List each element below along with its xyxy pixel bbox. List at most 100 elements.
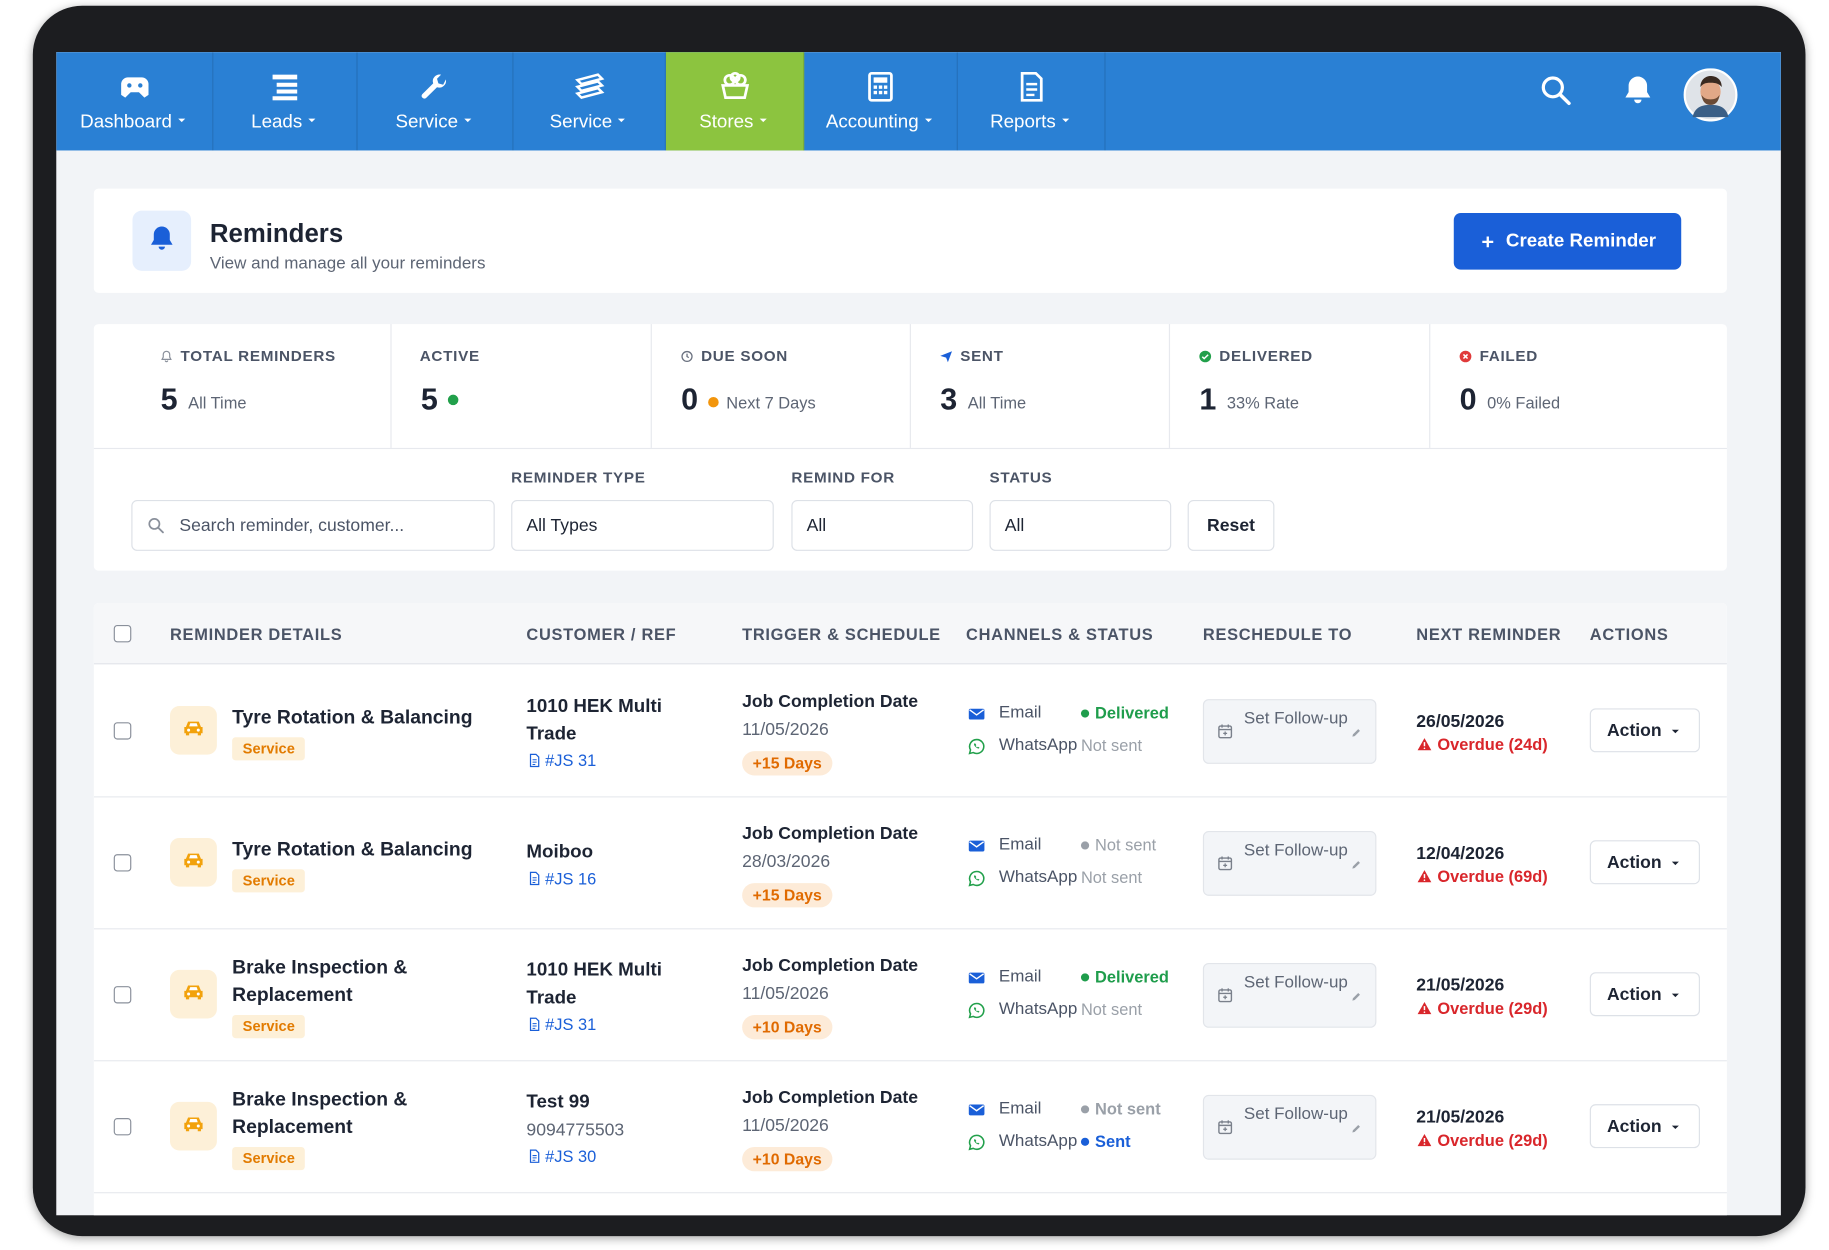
ref-row: #JS 31 [526, 751, 684, 770]
stat-note-row: Next 7 Days [708, 393, 816, 411]
avatar[interactable] [1683, 68, 1738, 127]
action-button[interactable]: Action [1589, 972, 1700, 1017]
action-button[interactable]: Action [1589, 1104, 1700, 1149]
customer-ref: 1010 HEK Multi Trade #JS 31 [526, 929, 684, 1061]
icon-shape [681, 350, 693, 362]
channel-status-row: Not sent [1081, 1000, 1142, 1019]
row-checkbox[interactable] [113, 854, 132, 872]
reschedule-box[interactable]: Set Follow-up [1202, 1094, 1377, 1160]
icon-shape [969, 973, 985, 980]
channel-icon-svg [968, 972, 985, 984]
notification-button[interactable] [1620, 73, 1655, 114]
icon-shape [883, 90, 888, 94]
row-checkbox[interactable] [113, 1118, 132, 1136]
nav-icon [267, 70, 302, 102]
nav-label: Service [395, 111, 459, 132]
action-button[interactable]: Action [1589, 840, 1700, 885]
icon-shape [1558, 92, 1571, 106]
create-reminder-button[interactable]: Create Reminder [1453, 212, 1682, 270]
table-header [93, 603, 1727, 665]
job-ref: #JS 16 [545, 869, 597, 888]
search-button[interactable] [1538, 73, 1573, 114]
action-label: Action [1606, 1116, 1662, 1136]
icon-shape [1625, 76, 1651, 104]
stat-icon-svg [1459, 350, 1472, 362]
icon-shape [974, 875, 980, 881]
calendar-icon [1216, 722, 1235, 746]
icon-shape [969, 709, 985, 716]
reminder-details: Tyre Rotation & Balancing Service [232, 666, 484, 798]
plus-icon [1479, 232, 1498, 251]
trigger-schedule: Job Completion Date 11/05/2026 +10 Days [742, 1061, 953, 1193]
reschedule-box[interactable]: Set Follow-up [1202, 699, 1377, 764]
reset-button[interactable]: Reset [1187, 499, 1275, 551]
status-dot [448, 394, 459, 406]
nav-item[interactable]: Stores [665, 52, 805, 151]
nav-item[interactable]: Service [358, 52, 514, 151]
action-button[interactable]: Action [1589, 708, 1700, 753]
edit-icon-svg [1352, 861, 1360, 869]
next-reminder: 21/05/2026 Overdue (29d) [1416, 1061, 1547, 1193]
status-dot [1080, 840, 1090, 849]
nav-item[interactable]: Accounting [804, 52, 958, 151]
customer-name: Test 99 [526, 1092, 590, 1113]
icon-shape [187, 991, 191, 995]
icon-shape [187, 1123, 191, 1127]
icon-shape [1672, 993, 1680, 998]
reminder-tag: Service [232, 736, 306, 760]
service-icon [169, 969, 217, 1019]
trigger-schedule: Job Completion Date 11/05/2026 +10 Days [742, 929, 953, 1061]
reminder-tag: Service [232, 1014, 306, 1038]
nav-label-row: Stores [699, 112, 770, 133]
icon-shape [1692, 104, 1729, 118]
nav-caret-svg [308, 118, 316, 122]
filter-select[interactable]: All Types [511, 499, 774, 551]
edit-icon [1349, 856, 1363, 877]
reschedule-box[interactable]: Set Follow-up [1202, 962, 1377, 1028]
icon-shape [686, 353, 690, 358]
icon-shape [1700, 76, 1722, 88]
tag-wrap: Service [232, 736, 484, 760]
next-date: 12/04/2026 [1416, 843, 1505, 864]
column-header: ACTIONS [1589, 624, 1669, 644]
nav-item[interactable]: Reports [958, 52, 1106, 151]
filter-select[interactable]: All [989, 499, 1172, 551]
reminder-tag: Service [232, 868, 306, 892]
overdue-row: Overdue (29d) [1416, 999, 1548, 1017]
stat-note-row: 0% Failed [1487, 393, 1560, 412]
status-dot [708, 396, 720, 408]
row-checkbox[interactable] [113, 722, 132, 740]
next-reminder: 12/04/2026 Overdue (69d) [1416, 797, 1547, 929]
warning-icon-svg [1417, 870, 1432, 883]
icon-shape [969, 1105, 985, 1112]
nav-icon [1014, 70, 1049, 102]
top-nav: Dashboard Leads Service Service Stores Accoun… [56, 52, 1781, 151]
service-icon [169, 706, 217, 755]
nav-item[interactable]: Service [514, 52, 666, 151]
filter-select[interactable]: All [791, 499, 974, 551]
search-input[interactable]: Search reminder, customer... [131, 499, 495, 551]
icon-shape [529, 1017, 540, 1031]
offset-wrap: +15 Days [742, 882, 953, 907]
table-row: Tyre Rotation & Balancing Service Moiboo #J… [93, 797, 1727, 930]
nav-item[interactable]: Leads [213, 52, 358, 151]
icon-shape [720, 83, 749, 99]
nav-item[interactable]: Dashboard [56, 52, 214, 151]
icon-shape [126, 82, 131, 88]
icon-shape [1423, 879, 1426, 882]
select-all-checkbox[interactable] [113, 624, 132, 643]
stat-divider [650, 324, 652, 448]
car-icon-svg [184, 984, 203, 999]
offset-wrap: +15 Days [742, 750, 953, 775]
tag-wrap: Service [232, 1146, 484, 1170]
reschedule-box[interactable]: Set Follow-up [1202, 831, 1377, 896]
icon-shape [873, 90, 878, 94]
icon-shape [974, 1139, 980, 1145]
bell-icon [147, 223, 177, 259]
icon-shape [137, 82, 142, 88]
channel-status: Not sent [1080, 736, 1143, 755]
row-checkbox[interactable] [113, 986, 132, 1004]
nav-caret [615, 112, 629, 133]
channel-status: Not sent [1080, 868, 1143, 887]
filter-value: All [1004, 515, 1025, 536]
